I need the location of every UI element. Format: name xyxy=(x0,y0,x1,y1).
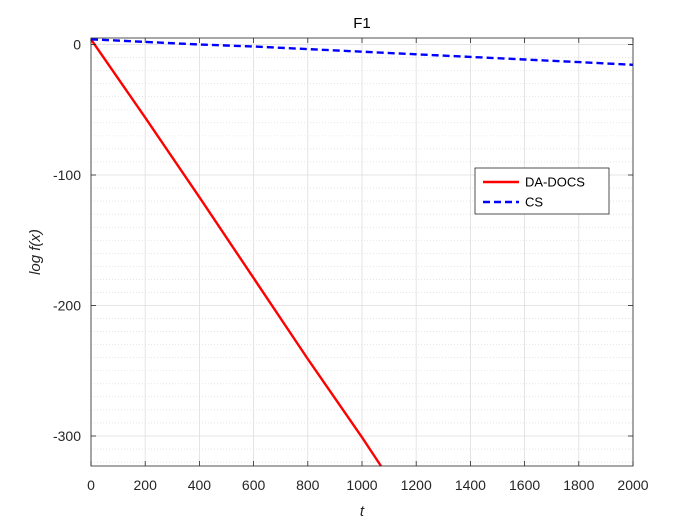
legend-label: DA-DOCS xyxy=(525,175,585,190)
chart-title: F1 xyxy=(353,15,371,32)
x-tick-label: 600 xyxy=(242,477,266,493)
y-axis-label: log f(x) xyxy=(27,229,44,275)
series-line-cs xyxy=(90,38,634,66)
x-tick-label: 0 xyxy=(87,477,95,493)
x-tick-label: 800 xyxy=(296,477,320,493)
x-tick-label: 1600 xyxy=(509,477,540,493)
series-line-da-docs xyxy=(90,38,383,467)
x-tick-label: 400 xyxy=(188,477,212,493)
axis-ticks xyxy=(90,38,634,466)
x-tick-label: 1800 xyxy=(563,477,594,493)
y-tick-label: -100 xyxy=(53,167,81,183)
x-tick-label: 1000 xyxy=(346,477,377,493)
y-tick-label: -200 xyxy=(53,298,81,314)
x-tick-label: 1400 xyxy=(455,477,486,493)
x-tick-label: 1200 xyxy=(401,477,432,493)
y-tick-label: 0 xyxy=(73,37,81,53)
y-tick-label: -300 xyxy=(53,428,81,444)
series-layer xyxy=(90,38,634,467)
x-tick-label: 2000 xyxy=(617,477,648,493)
x-axis-label: t xyxy=(360,503,365,520)
x-tick-label: 200 xyxy=(134,477,158,493)
legend: DA-DOCS CS xyxy=(474,167,610,215)
legend-label: CS xyxy=(525,195,543,210)
tick-labels: 0 200 400 600 800 1000 1200 1400 1600 1800 2000 0 -1… xyxy=(53,37,649,493)
legend-box xyxy=(474,167,610,215)
